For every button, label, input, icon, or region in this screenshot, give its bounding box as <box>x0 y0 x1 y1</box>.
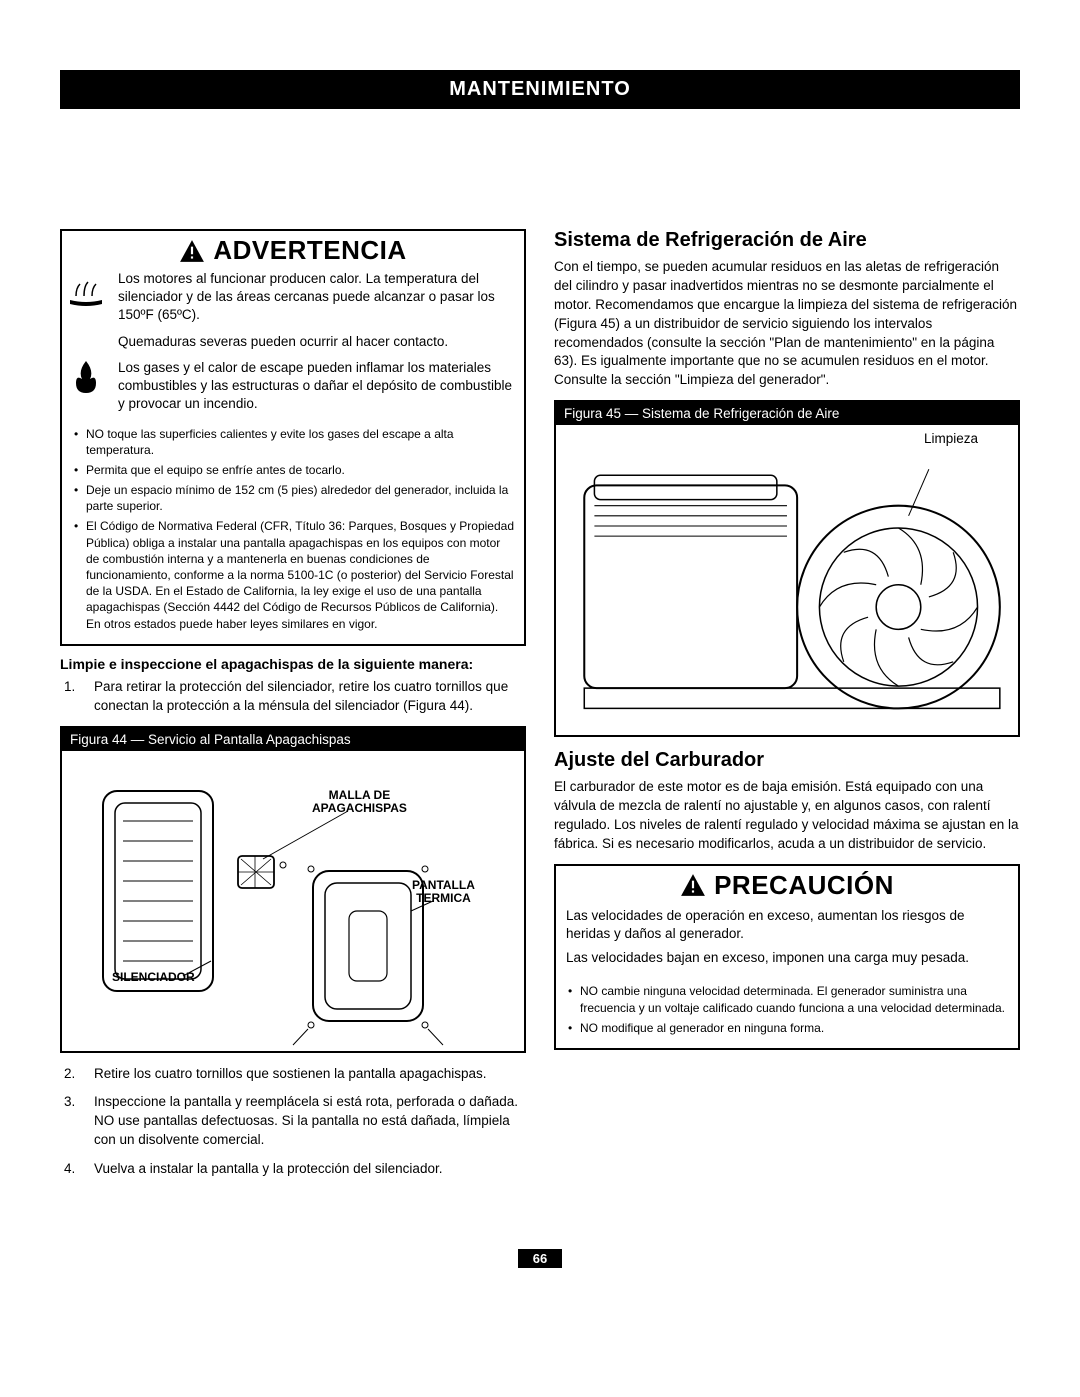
figure-45-diagram <box>564 455 1010 729</box>
right-column: Sistema de Refrigeración de Aire Con el … <box>554 229 1020 1189</box>
caution-bullets: NO cambie ninguna velocidad determinada.… <box>556 979 1018 1048</box>
warning-content-table: Los motores al funcionar producen calor.… <box>62 268 524 420</box>
warning-bullet: Permita que el equipo se enfríe antes de… <box>86 462 514 478</box>
page: MANTENIMIENTO ADVERTENCIA <box>0 0 1080 1298</box>
step-4: Vuelva a instalar la pantalla y la prote… <box>60 1160 526 1179</box>
warning-text-3: Los gases y el calor de escape pueden in… <box>114 357 524 420</box>
fig45-label-limpieza: Limpieza <box>924 431 978 446</box>
hot-surface-icon <box>66 270 106 306</box>
warning-text-2: Quemaduras severas pueden ocurrir al hac… <box>114 331 524 357</box>
fig44-label-malla: MALLA DE APAGACHISPAS <box>312 789 407 817</box>
figure-45-title: Figura 45 — Sistema de Refrigeración de … <box>556 402 1018 425</box>
caution-text-1: Las velocidades de operación en exceso, … <box>566 907 1008 943</box>
warning-text-1: Los motores al funcionar producen calor.… <box>114 268 524 331</box>
figure-44: Figura 44 — Servicio al Pantalla Apagach… <box>60 726 526 1053</box>
caution-text-2: Las velocidades bajan en exceso, imponen… <box>566 949 1008 967</box>
step-2: Retire los cuatro tornillos que sostiene… <box>60 1065 526 1084</box>
figure-44-title: Figura 44 — Servicio al Pantalla Apagach… <box>62 728 524 751</box>
caution-body: Las velocidades de operación en exceso, … <box>556 903 1018 980</box>
fire-icon <box>66 359 106 395</box>
figure-45: Figura 45 — Sistema de Refrigeración de … <box>554 400 1020 737</box>
warning-header: ADVERTENCIA <box>62 231 524 268</box>
caution-bullet: NO modifique al generador en ninguna for… <box>580 1020 1008 1036</box>
heading-cooling: Sistema de Refrigeración de Aire <box>554 229 1020 252</box>
steps-list-part1: Para retirar la protección del silenciad… <box>60 678 526 716</box>
warning-bullet: Deje un espacio mínimo de 152 cm (5 pies… <box>86 482 514 514</box>
para-cooling: Con el tiempo, se pueden acumular residu… <box>554 258 1020 390</box>
fig44-label-silenciador: SILENCIADOR <box>112 971 195 985</box>
page-number: 66 <box>518 1249 562 1268</box>
caution-bullet: NO cambie ninguna velocidad determinada.… <box>580 983 1008 1015</box>
figure-45-body: Limpieza <box>556 425 1018 735</box>
left-column: ADVERTENCIA Los motores al funcionar pro… <box>60 229 526 1189</box>
steps-list-part2: Retire los cuatro tornillos que sostiene… <box>60 1065 526 1179</box>
warning-bullets: NO toque las superficies calientes y evi… <box>62 420 524 644</box>
step-1: Para retirar la protección del silenciad… <box>60 678 526 716</box>
caution-title: PRECAUCIÓN <box>714 870 894 901</box>
warning-triangle-icon <box>179 239 205 263</box>
caution-header: PRECAUCIÓN <box>556 866 1018 903</box>
warning-title: ADVERTENCIA <box>213 235 406 266</box>
caution-triangle-icon <box>680 873 706 897</box>
figure-44-body: MALLA DE APAGACHISPAS PANTALLA TERMICA S… <box>62 751 524 1051</box>
para-carburetor: El carburador de este motor es de baja e… <box>554 778 1020 854</box>
warning-box: ADVERTENCIA Los motores al funcionar pro… <box>60 229 526 646</box>
warning-bullet: NO toque las superficies calientes y evi… <box>86 426 514 458</box>
step-3: Inspeccione la pantalla y reemplácela si… <box>60 1093 526 1150</box>
fig44-label-pantalla: PANTALLA TERMICA <box>412 879 475 907</box>
warning-bullet: El Código de Normativa Federal (CFR, Tít… <box>86 518 514 631</box>
caution-box: PRECAUCIÓN Las velocidades de operación … <box>554 864 1020 1050</box>
two-column-layout: ADVERTENCIA Los motores al funcionar pro… <box>60 229 1020 1189</box>
heading-carburetor: Ajuste del Carburador <box>554 749 1020 772</box>
section-header: MANTENIMIENTO <box>60 70 1020 109</box>
instruction-heading: Limpie e inspeccione el apagachispas de … <box>60 656 526 672</box>
